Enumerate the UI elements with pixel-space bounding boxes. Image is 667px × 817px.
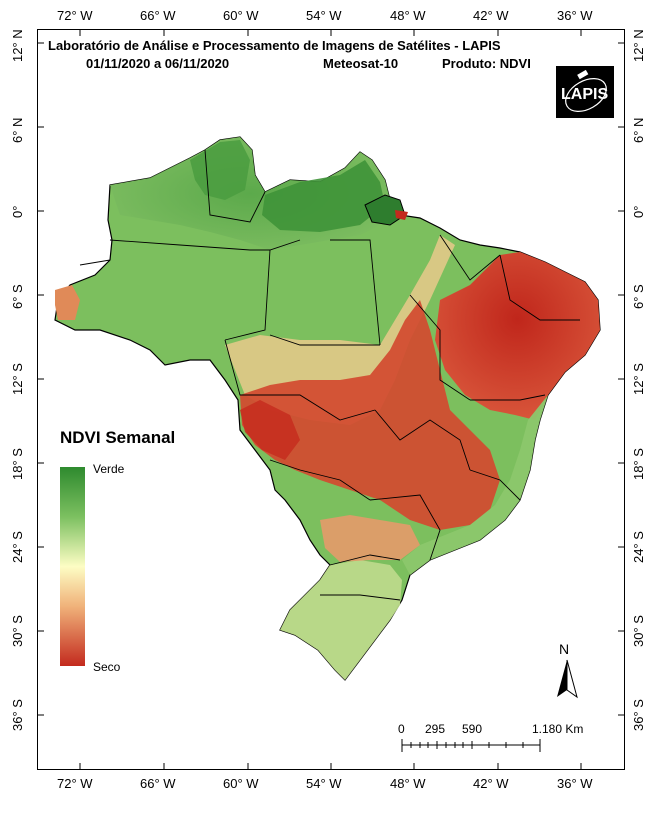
- lon-tick-label: 42° W: [473, 776, 509, 791]
- south-region: [280, 560, 402, 680]
- north-arrow: [557, 659, 578, 699]
- lon-tick-label: 36° W: [557, 776, 593, 791]
- lon-tick-label: 54° W: [306, 8, 342, 23]
- product-name: Produto: NDVI: [442, 56, 531, 71]
- satellite-name: Meteosat-10: [323, 56, 399, 71]
- scale-label: 295: [425, 722, 446, 736]
- legend-title: NDVI Semanal: [60, 428, 176, 447]
- northeast-dry: [435, 252, 600, 420]
- lon-tick-label: 60° W: [223, 8, 259, 23]
- lapis-logo-text: LAPIS: [561, 86, 609, 103]
- legend-top-label: Verde: [93, 462, 125, 476]
- scale-label: 590: [462, 722, 483, 736]
- date-range: 01/11/2020 a 06/11/2020: [86, 56, 230, 71]
- amazon-deep-green: [262, 160, 385, 232]
- lapis-satellite-logo: [556, 66, 614, 118]
- lon-tick-label: 36° W: [557, 8, 593, 23]
- lon-tick-label: 66° W: [140, 776, 176, 791]
- central-west-dry: [240, 300, 500, 530]
- legend-bottom-label: Seco: [93, 660, 121, 674]
- lon-tick-label: 48° W: [390, 8, 426, 23]
- state-boundaries: [79, 149, 580, 601]
- lon-tick-label: 60° W: [223, 776, 259, 791]
- west-dry-edge: [240, 400, 300, 460]
- amazon-mouth-red: [395, 210, 408, 220]
- lon-tick-label: 72° W: [57, 776, 93, 791]
- north-label: N: [559, 641, 570, 657]
- graticule-ticks: [37, 29, 625, 770]
- lon-tick-label: 54° W: [306, 776, 342, 791]
- coastal-green-strip: [402, 395, 548, 575]
- lon-tick-label: 42° W: [473, 8, 509, 23]
- scale-bar: [401, 739, 541, 752]
- lon-tick-label: 72° W: [57, 8, 93, 23]
- scale-label: 0: [398, 722, 405, 736]
- southeast-dry-band: [320, 515, 420, 562]
- page-title: Laboratório de Análise e Processamento d…: [48, 38, 501, 53]
- legend-color-ramp: [60, 467, 85, 666]
- acre-dry-patch: [55, 285, 80, 320]
- central-transition: [225, 235, 455, 425]
- lon-tick-label: 48° W: [390, 776, 426, 791]
- scale-label: 1.180 Km: [532, 722, 584, 736]
- lon-tick-label: 66° W: [140, 8, 176, 23]
